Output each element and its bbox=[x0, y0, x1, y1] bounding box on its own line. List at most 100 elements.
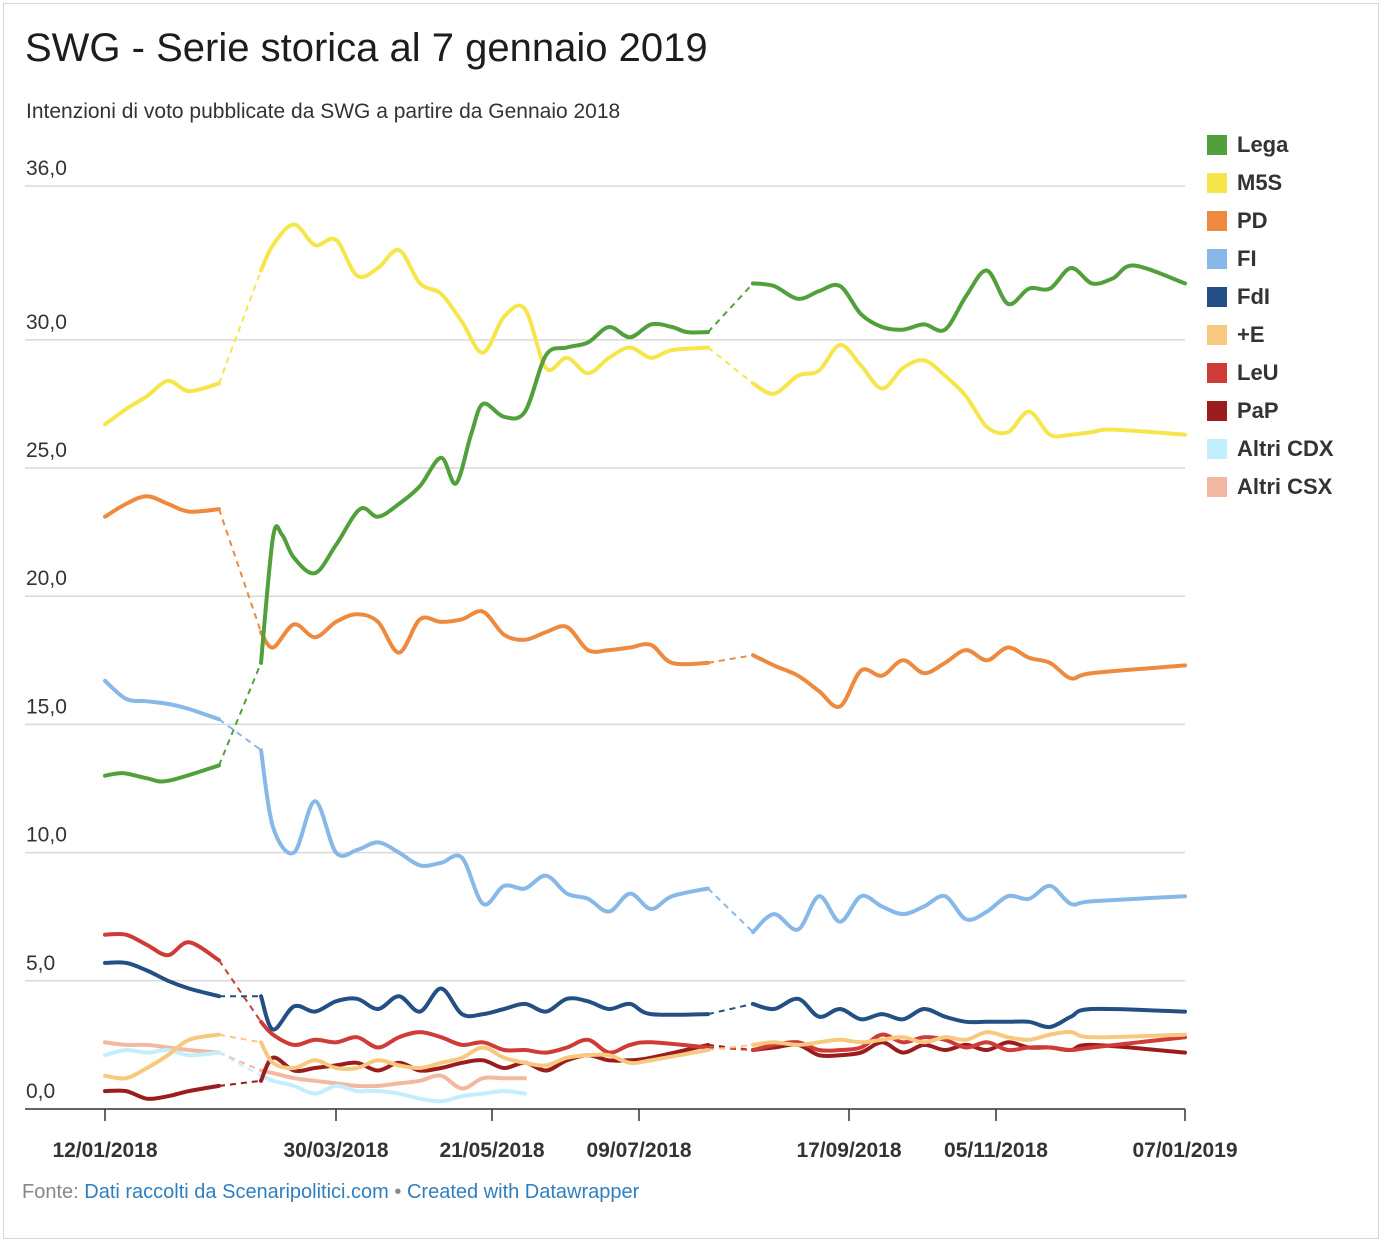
series-altri-csx bbox=[103, 1040, 527, 1091]
legend-swatch bbox=[1207, 401, 1227, 421]
chart-subtitle: Intenzioni di voto pubblicate da SWG a p… bbox=[26, 100, 621, 123]
legend-item-fi: FI bbox=[1207, 240, 1334, 278]
series-gap-connector bbox=[707, 887, 754, 933]
grid-lines bbox=[25, 185, 1185, 982]
series-line-segment bbox=[103, 678, 221, 722]
x-tick-label: 12/01/2018 bbox=[52, 1139, 157, 1162]
series-line-segment bbox=[751, 263, 1187, 333]
series-gap-connector bbox=[218, 1051, 262, 1077]
legend-label: Altri CDX bbox=[1237, 436, 1334, 461]
series-pd bbox=[103, 494, 1187, 709]
legend-swatch bbox=[1207, 287, 1227, 307]
source-prefix: Fonte: bbox=[22, 1181, 79, 1203]
series-line-segment bbox=[259, 1019, 710, 1055]
legend-swatch bbox=[1207, 211, 1227, 231]
series-line-segment bbox=[751, 883, 1187, 935]
series-line-segment bbox=[259, 986, 710, 1032]
series-line-segment bbox=[103, 1032, 221, 1081]
series-gap-connector bbox=[707, 282, 754, 333]
series-gap-connector bbox=[218, 662, 262, 766]
footer: Fonte: Dati raccolti da Scenaripolitici.… bbox=[22, 1181, 639, 1204]
x-tick-label: 07/01/2019 bbox=[1132, 1139, 1237, 1162]
series-line-segment bbox=[259, 1068, 527, 1091]
series-gap-connector bbox=[218, 1079, 262, 1087]
legend-label: M5S bbox=[1237, 170, 1283, 195]
series-fi bbox=[103, 678, 1187, 935]
legend-item-lega: Lega bbox=[1207, 126, 1334, 164]
footer-separator: • bbox=[394, 1181, 402, 1203]
x-tick-label: 30/03/2018 bbox=[283, 1139, 388, 1162]
series-line-segment bbox=[103, 494, 221, 519]
legend-swatch bbox=[1207, 363, 1227, 383]
x-tick-label: 09/07/2018 bbox=[586, 1139, 691, 1162]
legend-item-e: +E bbox=[1207, 316, 1334, 354]
chart-title: SWG - Serie storica al 7 gennaio 2019 bbox=[25, 26, 708, 70]
series-gap-connector bbox=[218, 270, 262, 384]
y-tick-label: 20,0 bbox=[26, 567, 67, 590]
legend-item-altri-cdx: Altri CDX bbox=[1207, 430, 1334, 468]
series-altri-cdx bbox=[103, 1047, 527, 1104]
legend-swatch bbox=[1207, 325, 1227, 345]
y-tick-label: 36,0 bbox=[26, 157, 67, 180]
x-tick-label: 21/05/2018 bbox=[439, 1139, 544, 1162]
legend-label: Altri CSX bbox=[1237, 474, 1333, 499]
legend-swatch bbox=[1207, 439, 1227, 459]
series-leu bbox=[103, 931, 1187, 1055]
legend-label: Lega bbox=[1237, 132, 1289, 157]
series-line-segment bbox=[103, 1047, 221, 1058]
series-line-segment bbox=[103, 1040, 221, 1055]
series-lines bbox=[103, 222, 1187, 1104]
series-fdi bbox=[103, 960, 1187, 1032]
series-line-segment bbox=[259, 1073, 527, 1104]
legend-swatch bbox=[1207, 249, 1227, 269]
series-m5s bbox=[103, 222, 1187, 439]
y-tick-label: 15,0 bbox=[26, 695, 67, 718]
series-line-segment bbox=[751, 996, 1187, 1030]
legend-swatch bbox=[1207, 173, 1227, 193]
legend-label: LeU bbox=[1237, 360, 1279, 385]
series-gap-connector bbox=[218, 718, 262, 751]
series-gap-connector bbox=[707, 654, 754, 664]
legend: Lega M5S PD FI FdI +E LeU PaP Altri CDX Altri CSX bbox=[1207, 126, 1334, 506]
y-tick-label: 30,0 bbox=[26, 311, 67, 334]
axes: 0,0 5,0 10,0 15,0 20,0 25,0 30,0 36,0 12/01/2018… bbox=[25, 157, 1238, 1162]
legend-label: PaP bbox=[1237, 398, 1279, 423]
x-tick-label: 05/11/2018 bbox=[944, 1139, 1048, 1162]
series-gap-connector bbox=[218, 959, 262, 1023]
legend-swatch bbox=[1207, 477, 1227, 497]
series-line-segment bbox=[103, 931, 221, 963]
series-lega bbox=[103, 263, 1187, 784]
y-tick-label: 5,0 bbox=[26, 952, 55, 975]
series-line-segment bbox=[259, 321, 710, 665]
series-line-segment bbox=[259, 222, 710, 376]
series-line-segment bbox=[103, 960, 221, 999]
series-line-segment bbox=[259, 1042, 710, 1083]
legend-item-leu: LeU bbox=[1207, 354, 1334, 392]
series-e bbox=[103, 1030, 1187, 1081]
series-line-segment bbox=[103, 763, 221, 784]
x-tick-label: 17/09/2018 bbox=[796, 1139, 901, 1162]
legend-swatch bbox=[1207, 135, 1227, 155]
series-gap-connector bbox=[218, 1051, 262, 1072]
datawrapper-link[interactable]: Created with Datawrapper bbox=[406, 1181, 640, 1203]
series-line-segment bbox=[751, 645, 1187, 709]
series-line-segment bbox=[259, 1040, 710, 1071]
series-gap-connector bbox=[707, 1046, 754, 1052]
series-gap-connector bbox=[707, 1002, 754, 1016]
legend-item-pap: PaP bbox=[1207, 392, 1334, 430]
legend-item-fdi: FdI bbox=[1207, 278, 1334, 316]
y-tick-label: 10,0 bbox=[26, 824, 67, 847]
y-tick-label: 0,0 bbox=[26, 1080, 55, 1103]
series-line-segment bbox=[751, 1030, 1187, 1047]
legend-label: FI bbox=[1237, 246, 1257, 271]
source-link[interactable]: Dati raccolti da Scenaripolitici.com bbox=[84, 1181, 389, 1203]
series-line-segment bbox=[103, 1083, 221, 1101]
legend-label: FdI bbox=[1237, 284, 1270, 309]
series-gap-connector bbox=[707, 1043, 754, 1052]
series-line-segment bbox=[259, 748, 710, 914]
legend-label: PD bbox=[1237, 208, 1268, 233]
series-gap-connector bbox=[218, 508, 262, 633]
series-line-segment bbox=[103, 378, 221, 427]
series-gap-connector bbox=[218, 1033, 262, 1044]
